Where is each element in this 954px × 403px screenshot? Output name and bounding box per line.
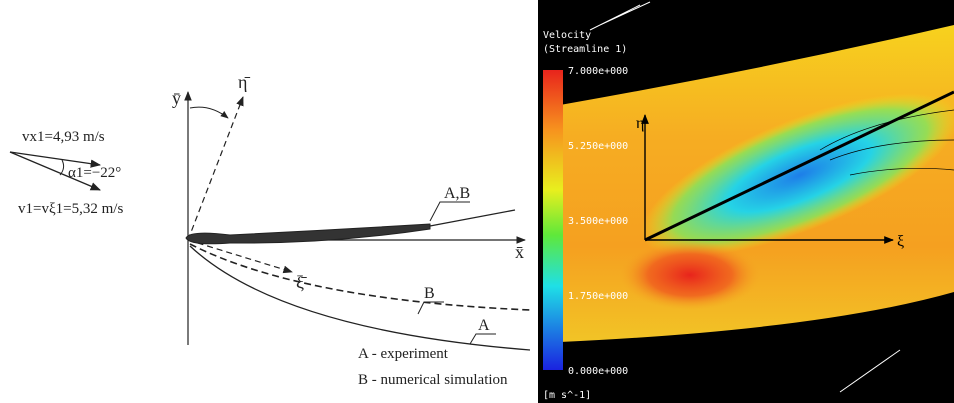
curve-a [189,245,531,351]
curve-label: B [424,285,435,302]
axis-label: x̄ [515,242,524,262]
wake-region [641,93,954,257]
axis-label: ȳ [172,88,181,108]
xi-axis [187,239,293,274]
colorbar [543,70,563,370]
legend-text: A - experiment [358,346,449,362]
curve-b [189,243,531,311]
angle-arc [59,159,65,176]
high-velocity-region [620,240,760,310]
colorbar-title: Velocity [543,30,591,41]
colorbar-subtitle: (Streamline 1) [543,44,627,55]
colorbar-label: 7.000e+000 [568,66,628,77]
axis-label: η [636,115,644,132]
curve-label: A [478,317,490,334]
colorbar-label: 3.500e+000 [568,216,628,227]
eta-axis [187,96,244,241]
inlet-v: v1=vξ1=5,32 m/s [18,201,123,217]
inlet-angle: α1=−22° [68,165,121,181]
legend-text: B - numerical simulation [358,372,508,388]
colorbar-unit: [m s^-1] [543,390,591,401]
colorbar-label: 5.250e+000 [568,141,628,152]
colorbar-label: 0.000e+000 [568,366,628,377]
colorbar-label: 1.750e+000 [568,291,628,302]
cfd-field [560,1,954,393]
vx-vector [9,151,102,168]
angle-arc [189,106,229,119]
leader [469,333,496,345]
inlet-vx: vx1=4,93 m/s [22,129,105,145]
curve-label: A,B [444,185,470,202]
curve-ab [429,209,516,227]
axis-label: η̄ [238,72,250,92]
blade [644,90,954,242]
streamlines [819,109,954,176]
axis-label: ξ [897,233,904,250]
axis-label: ξ̄ [296,272,307,292]
v-vector [9,151,101,191]
left-diagram [9,91,531,351]
leader [429,201,470,222]
blade [185,223,431,245]
domain-edge [589,1,901,393]
leader [417,301,444,315]
